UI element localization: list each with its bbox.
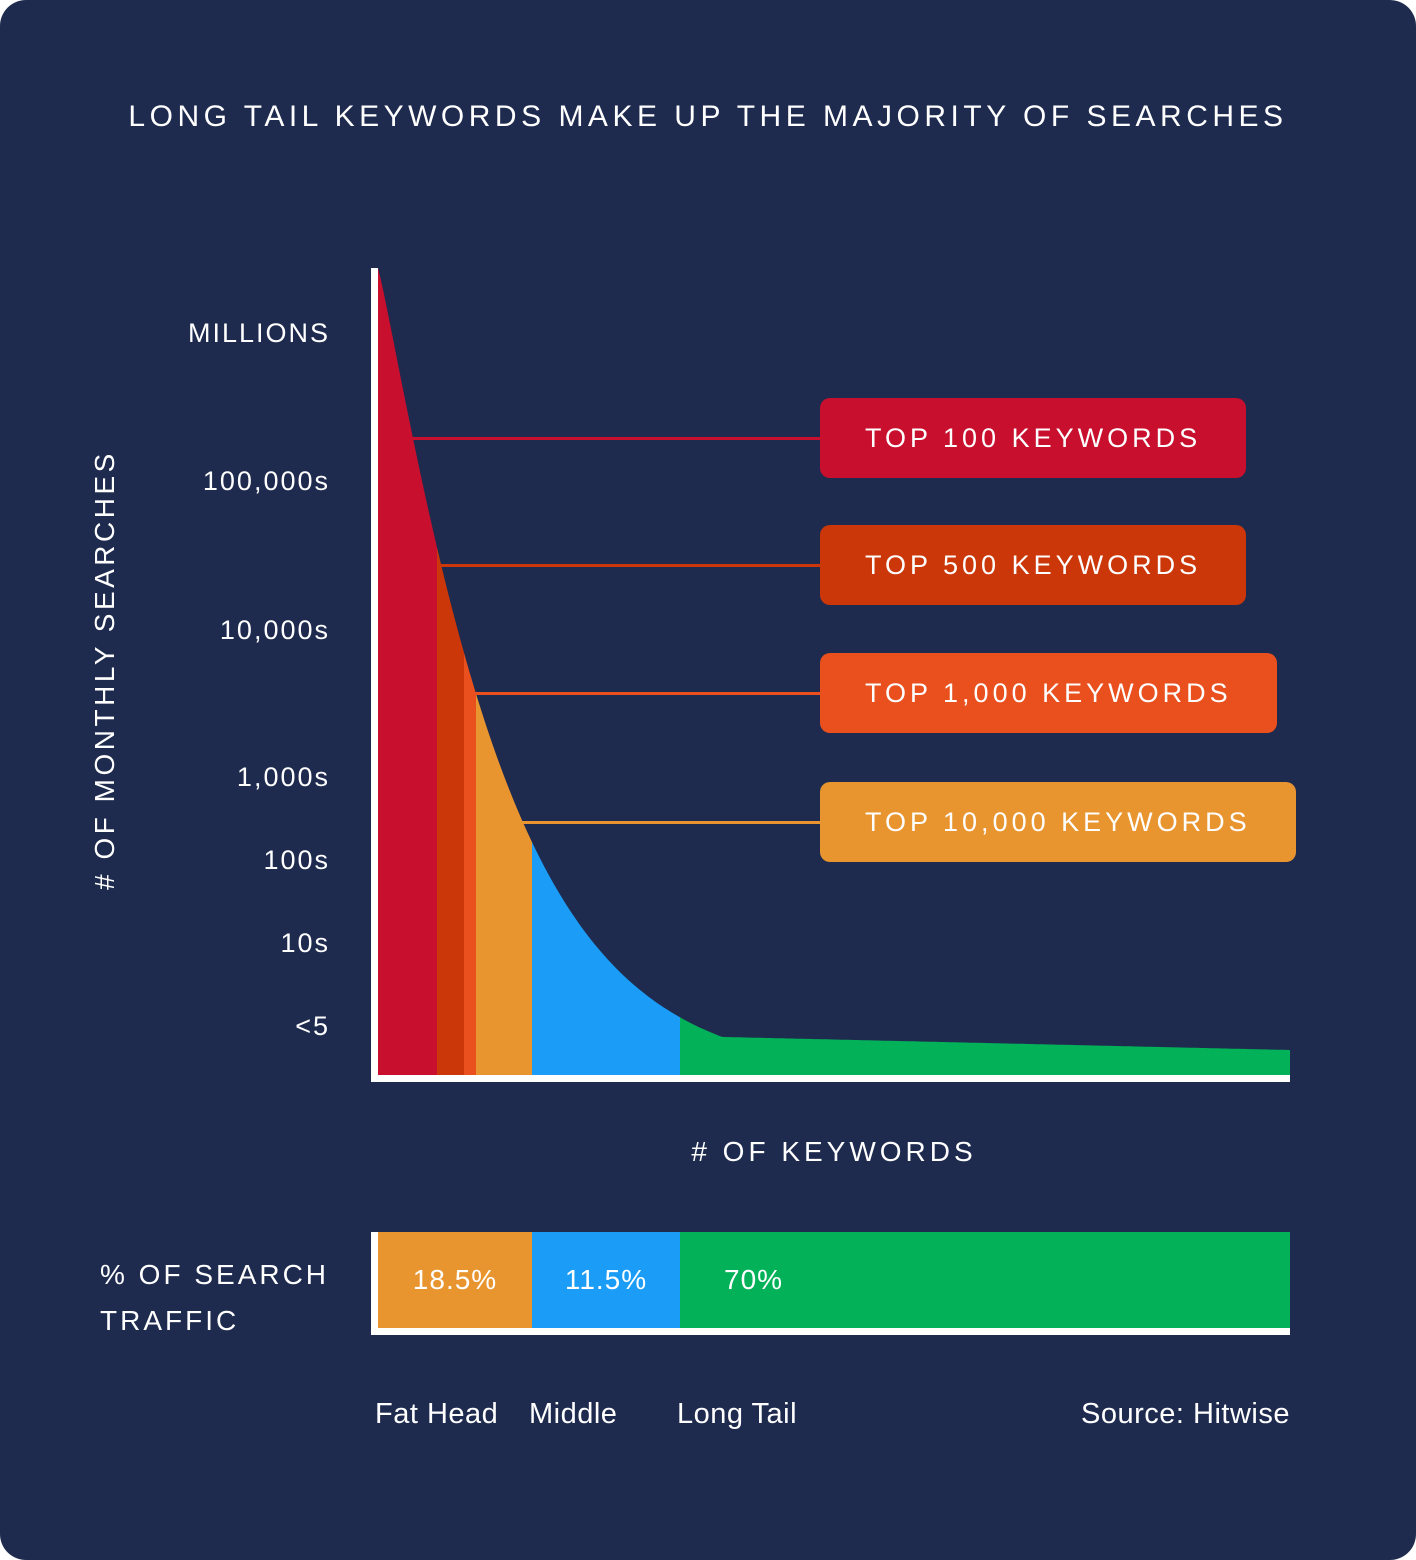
curve-segment-top-500 — [437, 547, 464, 1075]
bar-legend-long-tail: Long Tail — [677, 1398, 798, 1430]
y-tick-10-000s: 10,000s — [219, 615, 330, 645]
long-tail-curve — [378, 268, 1290, 1075]
curve-segment-top-100 — [378, 268, 437, 1075]
traffic-segment-value: 70% — [724, 1264, 784, 1295]
y-axis-line — [371, 268, 378, 1082]
bar-legend-fat-head: Fat Head — [375, 1398, 499, 1430]
curve-segment-long-tail — [680, 1017, 1290, 1075]
y-tick-5: <5 — [295, 1011, 330, 1041]
traffic-bar-label: % OF SEARCH TRAFFIC — [100, 1259, 330, 1336]
source-label: Source: Hitwise — [1081, 1398, 1290, 1430]
curve-segment-top-10000 — [476, 693, 532, 1075]
traffic-bar-legend: Fat Head Middle Long Tail — [0, 1398, 1416, 1438]
y-tick-1-000s: 1,000s — [236, 762, 330, 792]
bar-legend-middle: Middle — [529, 1398, 618, 1430]
traffic-segment-long-tail: 70% — [680, 1232, 1290, 1328]
y-tick-10s: 10s — [280, 928, 330, 958]
curve-segment-top-1000 — [464, 652, 476, 1075]
search-traffic-bar: 18.5% 11.5% 70% — [371, 1232, 1290, 1335]
x-axis-label: # OF KEYWORDS — [691, 1136, 977, 1167]
y-tick-100-000s: 100,000s — [202, 466, 330, 496]
traffic-segment-value: 11.5% — [564, 1264, 648, 1295]
chart-title: LONG TAIL KEYWORDS MAKE UP THE MAJORITY … — [128, 100, 1288, 133]
traffic-segment-middle: 11.5% — [532, 1232, 680, 1328]
traffic-bar-segments: 18.5% 11.5% 70% — [378, 1232, 1290, 1328]
y-tick-100s: 100s — [263, 845, 330, 875]
y-axis-ticks: MILLIONS 100,000s 10,000s 1,000s 100s 10s <5 — [0, 0, 330, 1560]
traffic-segment-value: 18.5% — [412, 1264, 498, 1295]
curve-segment-middle — [532, 842, 680, 1075]
y-tick-millions: MILLIONS — [187, 318, 330, 348]
x-axis-line — [371, 1075, 1290, 1082]
traffic-segment-fat-head: 18.5% — [378, 1232, 532, 1328]
